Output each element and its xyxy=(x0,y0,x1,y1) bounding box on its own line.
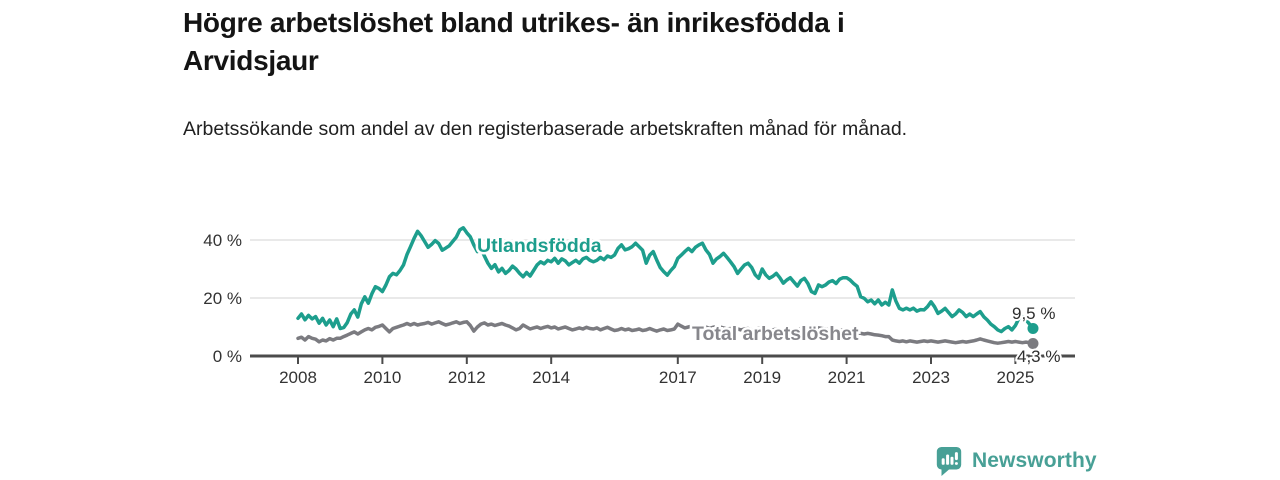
y-tick-label: 20 % xyxy=(203,289,242,308)
end-dot-utlandsfödda xyxy=(1027,322,1039,334)
x-tick-label: 2017 xyxy=(659,368,697,387)
series-label-total-arbetslöshet: Total arbetslöshet xyxy=(692,323,859,345)
logo-bars xyxy=(941,452,958,465)
brand-footer: Newsworthy xyxy=(934,444,1097,478)
series-line-utlandsfödda xyxy=(296,226,1035,334)
chart-title: Högre arbetslöshet bland utrikes- än inr… xyxy=(183,7,845,76)
y-tick-label: 0 % xyxy=(213,347,242,366)
chart-subtitle: Arbetssökande som andel av den registerb… xyxy=(183,118,908,140)
line-chart-canvas: 0 % 20 % 40 % 2008 2010 2012 2014 2017 2019 2021 2… xyxy=(203,226,1075,387)
series-label-utlandsfödda: Utlandsfödda xyxy=(477,235,602,257)
newsworthy-logo-icon xyxy=(936,446,962,476)
end-value-label-total-arbetslöshet: 4,3 % xyxy=(1017,347,1060,366)
x-tick-label: 2021 xyxy=(828,368,866,387)
series-line-total-arbetslöshet xyxy=(296,320,1035,346)
end-dot-total-arbetslöshet xyxy=(1027,338,1039,350)
end-value-label-utlandsfödda: 9,5 % xyxy=(1012,304,1055,323)
y-tick-label: 40 % xyxy=(203,231,242,250)
x-tick-label: 2025 xyxy=(996,368,1034,387)
x-tick-label: 2010 xyxy=(363,368,401,387)
x-tick-label: 2008 xyxy=(279,368,317,387)
x-tick-label: 2014 xyxy=(532,368,570,387)
x-tick-label: 2012 xyxy=(448,368,486,387)
brand-name: Newsworthy xyxy=(972,449,1097,472)
x-tick-label: 2019 xyxy=(743,368,781,387)
x-tick-label: 2023 xyxy=(912,368,950,387)
